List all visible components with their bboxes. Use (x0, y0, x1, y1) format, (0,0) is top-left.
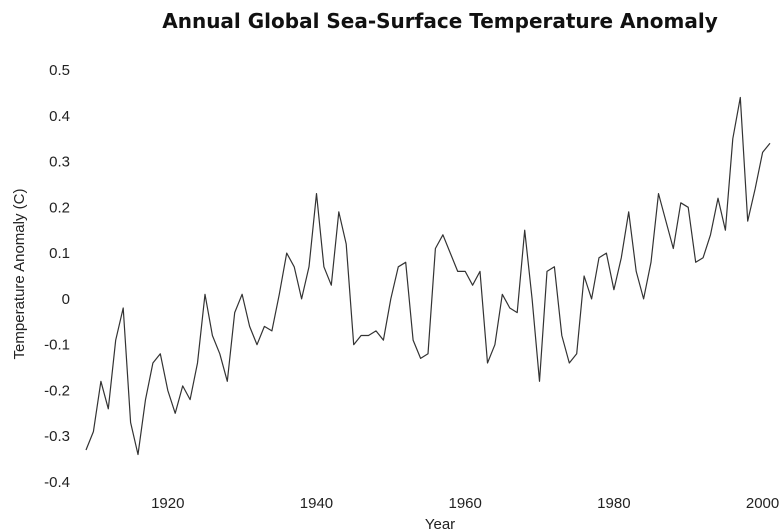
y-axis-ticks: 0.5 0.4 0.3 0.2 0.1 0 -0.1 -0.2 -0.3 -0.4 (44, 62, 70, 491)
y-tick-label: 0.3 (49, 154, 70, 171)
series-line (86, 98, 770, 455)
y-tick-label: -0.2 (44, 382, 70, 399)
series-layer (86, 98, 770, 455)
x-tick-label: 1980 (597, 495, 630, 512)
x-axis-label: Year (425, 516, 455, 532)
y-tick-label: 0.5 (49, 62, 70, 79)
y-tick-label: -0.1 (44, 337, 70, 354)
x-tick-label: 1960 (448, 495, 481, 512)
y-tick-label: -0.3 (44, 428, 70, 445)
y-tick-label: 0 (62, 291, 70, 308)
x-tick-label: 2000 (746, 495, 779, 512)
x-tick-label: 1940 (300, 495, 333, 512)
chart-title: Annual Global Sea-Surface Temperature An… (162, 9, 718, 33)
y-tick-label: 0.1 (49, 245, 70, 262)
y-axis-label: Temperature Anomaly (C) (11, 189, 28, 360)
x-axis-ticks: 1920 1940 1960 1980 2000 (151, 495, 779, 512)
y-tick-label: -0.4 (44, 474, 70, 491)
y-tick-label: 0.2 (49, 199, 70, 216)
x-tick-label: 1920 (151, 495, 184, 512)
y-tick-label: 0.4 (49, 108, 70, 125)
